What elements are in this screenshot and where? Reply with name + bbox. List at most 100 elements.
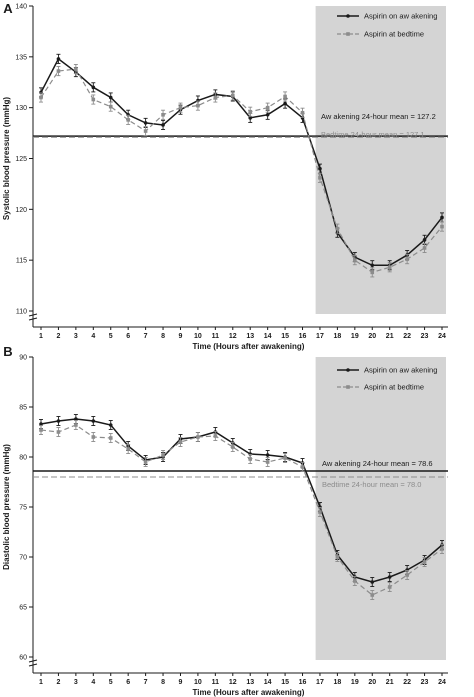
data-point <box>126 118 130 122</box>
x-tick-label: 13 <box>246 679 254 686</box>
x-tick-label: 21 <box>386 679 394 686</box>
x-tick-label: 6 <box>126 333 130 340</box>
x-tick-label: 8 <box>161 679 165 686</box>
y-tick-label: 60 <box>19 655 27 662</box>
data-point <box>300 110 305 115</box>
data-point <box>370 270 375 275</box>
series-line-awakening <box>40 418 443 583</box>
data-point <box>56 430 61 434</box>
data-point <box>405 573 409 577</box>
legend-marker-bedtime <box>346 385 350 389</box>
data-point <box>265 105 270 110</box>
x-tick-label: 19 <box>351 679 359 686</box>
data-point <box>178 105 183 110</box>
legend-label-bedtime: Aspirin at bedtime <box>364 30 424 39</box>
x-tick-label: 4 <box>91 333 95 340</box>
y-tick-label: 140 <box>15 4 27 11</box>
data-point <box>422 560 427 564</box>
x-tick-label: 16 <box>299 679 307 686</box>
x-tick-label: 5 <box>109 333 113 340</box>
x-tick-label: 10 <box>194 679 202 686</box>
x-tick-label: 7 <box>144 679 148 686</box>
y-axis-break-mark <box>28 659 38 663</box>
x-tick-label: 5 <box>109 679 113 686</box>
data-point <box>300 465 305 469</box>
data-point <box>56 57 61 61</box>
x-tick-label: 20 <box>368 679 376 686</box>
x-tick-label: 6 <box>126 679 130 686</box>
x-tick-label: 18 <box>333 679 341 686</box>
legend-marker-awakening <box>346 368 350 372</box>
data-point <box>422 238 427 242</box>
data-point <box>230 93 235 98</box>
series-bedtime <box>39 420 444 600</box>
legend-label-bedtime: Aspirin at bedtime <box>364 383 424 392</box>
x-tick-label: 9 <box>179 333 183 340</box>
data-point <box>91 97 96 102</box>
x-tick-label: 15 <box>281 679 289 686</box>
x-tick-label: 23 <box>421 679 429 686</box>
data-point <box>387 575 392 579</box>
data-point <box>370 263 375 268</box>
data-point <box>143 460 148 464</box>
y-axis-break-mark <box>28 663 38 667</box>
data-point <box>283 94 287 99</box>
y-axis-label: Systolic blood pressure (mmHg) <box>2 97 11 220</box>
data-point <box>248 109 253 114</box>
x-tick-label: 7 <box>144 333 148 340</box>
x-tick-label: 21 <box>386 333 394 340</box>
y-axis-break-mark <box>28 313 38 317</box>
x-tick-label: 15 <box>281 333 289 340</box>
y-tick-label: 120 <box>15 207 27 214</box>
data-point <box>108 104 113 109</box>
x-tick-label: 16 <box>299 333 307 340</box>
x-tick-label: 10 <box>194 333 202 340</box>
reference-label-bedtime-mean: Bedtime 24-hour mean = 127.1 <box>321 130 425 139</box>
data-point <box>422 246 427 250</box>
x-tick-label: 8 <box>161 333 165 340</box>
x-tick-label: 24 <box>438 679 446 686</box>
x-tick-label: 24 <box>438 333 446 340</box>
y-axis-break-mark <box>28 317 38 321</box>
data-point <box>91 85 96 90</box>
x-tick-label: 11 <box>212 333 220 340</box>
data-point <box>440 224 444 229</box>
x-tick-label: 3 <box>74 333 78 340</box>
data-point <box>405 257 409 261</box>
data-point <box>74 67 78 71</box>
y-tick-label: 70 <box>19 555 27 562</box>
data-point <box>387 265 392 270</box>
panel-label: A <box>3 1 13 16</box>
x-tick-label: 23 <box>421 333 429 340</box>
data-point <box>440 547 444 551</box>
data-point <box>108 95 113 100</box>
x-tick-label: 1 <box>39 679 43 686</box>
data-point <box>248 457 253 461</box>
data-point <box>39 428 43 432</box>
y-tick-label: 115 <box>16 258 27 265</box>
data-point <box>335 226 340 231</box>
y-tick-label: 110 <box>16 309 27 316</box>
data-point <box>108 436 113 440</box>
data-point <box>353 579 357 583</box>
y-axis-label: Diastolic blood pressure (mmHg) <box>2 444 11 570</box>
data-point <box>126 447 130 451</box>
x-tick-label: 18 <box>333 333 341 340</box>
data-point <box>318 166 322 171</box>
x-tick-label: 2 <box>56 333 60 340</box>
legend-marker-awakening <box>346 14 350 18</box>
y-tick-label: 135 <box>15 54 27 61</box>
data-point <box>91 435 96 439</box>
y-tick-label: 90 <box>19 355 27 362</box>
legend-label-awakening: Aspirin on aw akening <box>364 12 437 21</box>
reference-label-awakening-mean: Aw akening 24-hour mean = 127.2 <box>321 112 436 121</box>
data-point <box>196 435 200 439</box>
y-tick-label: 80 <box>19 455 27 462</box>
data-point <box>161 123 165 127</box>
x-tick-label: 22 <box>403 333 411 340</box>
data-point <box>143 121 148 125</box>
panel-label: B <box>3 344 12 359</box>
x-tick-label: 9 <box>179 679 183 686</box>
